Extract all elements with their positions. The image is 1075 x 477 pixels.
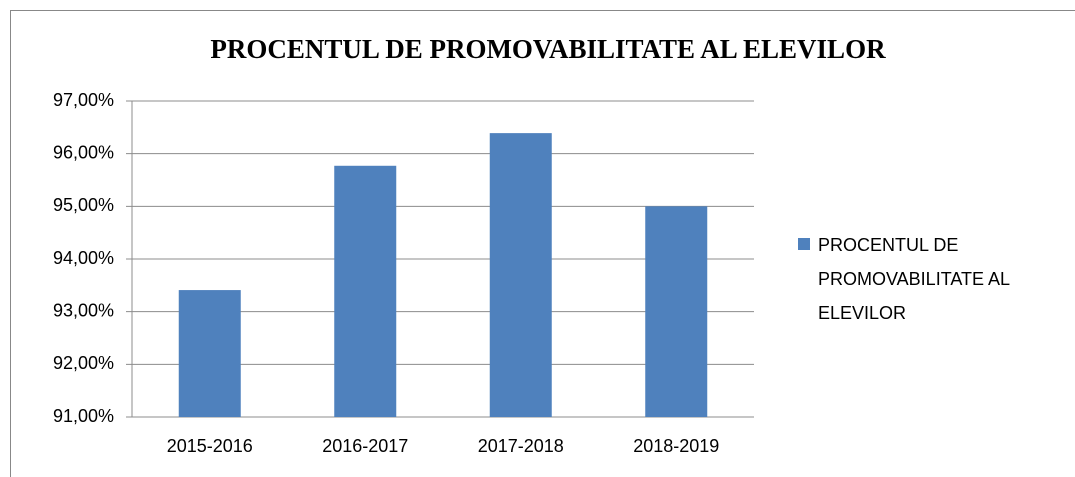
legend-swatch bbox=[798, 238, 810, 250]
y-tick-label: 91,00% bbox=[53, 406, 114, 426]
y-tick-label: 93,00% bbox=[53, 300, 114, 320]
bar bbox=[489, 133, 552, 418]
chart-border bbox=[10, 10, 1075, 477]
y-tick-label: 97,00% bbox=[53, 90, 114, 110]
x-tick-label: 2018-2019 bbox=[633, 436, 719, 456]
legend: PROCENTUL DE PROMOVABILITATE AL ELEVILOR bbox=[798, 228, 1058, 323]
bar bbox=[178, 290, 241, 417]
x-tick-label: 2016-2017 bbox=[322, 436, 408, 456]
y-tick-label: 94,00% bbox=[53, 248, 114, 268]
chart-title: PROCENTUL DE PROMOVABILITATE AL ELEVILOR bbox=[210, 34, 886, 64]
x-tick-label: 2015-2016 bbox=[167, 436, 253, 456]
bar bbox=[645, 206, 708, 417]
legend-label: PROCENTUL DE PROMOVABILITATE AL ELEVILOR bbox=[818, 235, 1010, 323]
y-tick-label: 92,00% bbox=[53, 353, 114, 373]
x-tick-label: 2017-2018 bbox=[478, 436, 564, 456]
y-tick-label: 96,00% bbox=[53, 142, 114, 162]
bar bbox=[334, 165, 397, 417]
y-tick-label: 95,00% bbox=[53, 195, 114, 215]
